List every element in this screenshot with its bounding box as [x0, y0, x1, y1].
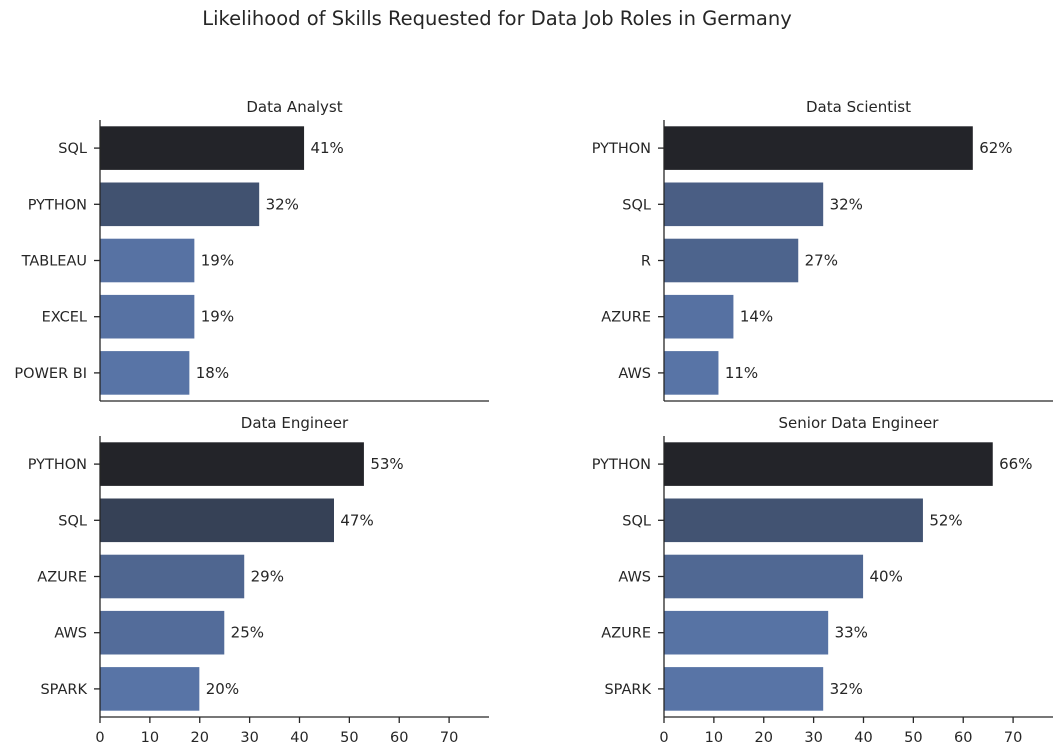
category-label: AZURE [37, 570, 87, 586]
category-label: AZURE [601, 310, 651, 326]
bar-value-label: 66% [999, 455, 1032, 473]
category-label: EXCEL [42, 310, 87, 326]
bar [99, 553, 246, 600]
bar-value-label: 19% [201, 308, 234, 326]
bar-value-label: 19% [201, 252, 234, 270]
bar-value-label: 20% [206, 680, 239, 698]
bar-value-label: 32% [830, 195, 863, 213]
bar [663, 610, 829, 656]
bar [99, 237, 196, 284]
panel-title: Senior Data Engineer [779, 414, 940, 432]
x-tick-label: 60 [954, 730, 972, 746]
x-tick-label: 10 [705, 730, 723, 746]
bar [663, 497, 924, 543]
category-label: AZURE [601, 626, 651, 642]
category-label: R [641, 254, 651, 270]
bar-value-label: 52% [929, 511, 962, 529]
chart-suptitle: Likelihood of Skills Requested for Data … [202, 7, 792, 30]
bar [99, 497, 335, 543]
bar-value-label: 14% [740, 308, 773, 326]
bar-value-label: 25% [231, 624, 264, 642]
bar [663, 125, 974, 171]
bar-value-label: 47% [340, 511, 373, 529]
category-label: AWS [618, 570, 651, 586]
x-tick-label: 0 [95, 730, 104, 746]
bar [663, 666, 824, 712]
bar-value-label: 40% [869, 568, 902, 586]
bar [99, 294, 196, 340]
x-tick-label: 60 [390, 730, 408, 746]
x-tick-label: 50 [904, 730, 922, 746]
panel-title: Data Engineer [241, 414, 349, 432]
category-label: PYTHON [28, 457, 87, 473]
x-tick-label: 10 [141, 730, 159, 746]
x-tick-label: 50 [340, 730, 358, 746]
panel-title: Data Analyst [246, 98, 342, 116]
panel-1: Data Scientist 62% PYTHON 32% SQL 27% R 14% AZUR… [592, 98, 1053, 402]
x-tick-label: 70 [1004, 730, 1022, 746]
category-label: AWS [618, 366, 651, 382]
bar-value-label: 27% [805, 252, 838, 270]
x-tick-label: 30 [240, 730, 258, 746]
category-label: SQL [622, 513, 651, 529]
x-tick-label: 40 [290, 730, 308, 746]
bar [99, 441, 365, 487]
bar-value-label: 33% [835, 624, 868, 642]
x-tick-label: 30 [804, 730, 822, 746]
category-label: SPARK [40, 682, 87, 698]
bar [99, 610, 226, 656]
category-label: SQL [58, 141, 87, 157]
bar [663, 350, 720, 396]
bar [663, 294, 735, 340]
x-tick-label: 40 [854, 730, 872, 746]
panel-2: Data Engineer 53% PYTHON 47% SQL 29% AZURE 25% A… [28, 414, 489, 746]
bar-value-label: 62% [979, 139, 1012, 157]
bar [99, 350, 191, 396]
bar-value-label: 18% [196, 364, 229, 382]
x-tick-label: 70 [440, 730, 458, 746]
bar [99, 666, 201, 712]
category-label: SQL [58, 513, 87, 529]
bar-value-label: 53% [370, 455, 403, 473]
chart-panels: Data Analyst 41% SQL 32% PYTHON 19% TABLEAU 19%… [14, 98, 1053, 746]
category-label: PYTHON [28, 197, 87, 213]
bar-value-label: 32% [830, 680, 863, 698]
x-tick-label: 0 [659, 730, 668, 746]
panel-3: Senior Data Engineer 66% PYTHON 52% SQL 40% AW… [592, 414, 1053, 746]
bar [663, 237, 800, 284]
panel-0: Data Analyst 41% SQL 32% PYTHON 19% TABLEAU 19%… [14, 98, 489, 402]
bar-value-label: 29% [251, 568, 284, 586]
category-label: SQL [622, 197, 651, 213]
x-tick-label: 20 [755, 730, 773, 746]
bar [99, 125, 305, 171]
category-label: PYTHON [592, 141, 651, 157]
category-label: SPARK [604, 682, 651, 698]
category-label: POWER BI [14, 366, 87, 382]
bar-value-label: 32% [266, 195, 299, 213]
bar-value-label: 11% [725, 364, 758, 382]
bar [663, 441, 994, 487]
category-label: TABLEAU [21, 254, 87, 270]
bar [663, 181, 824, 227]
bar [99, 181, 260, 227]
panel-title: Data Scientist [806, 98, 911, 116]
bar [663, 553, 864, 600]
category-label: PYTHON [592, 457, 651, 473]
x-tick-label: 20 [191, 730, 209, 746]
category-label: AWS [54, 626, 87, 642]
bar-value-label: 41% [310, 139, 343, 157]
